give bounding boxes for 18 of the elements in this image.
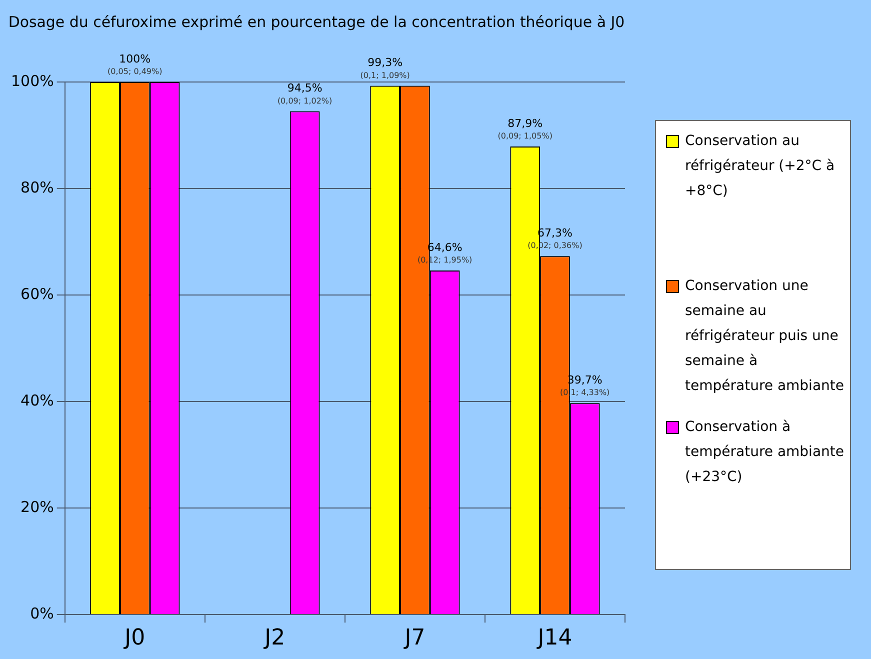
- legend-label: Conservation au réfrigérateur (+2°C à +8°C): [685, 132, 836, 201]
- y-tick-label: 20%: [20, 498, 54, 516]
- legend-label: Conservation à température ambiante (+23°C): [685, 418, 845, 487]
- y-tick-label: 60%: [20, 284, 54, 303]
- data-label: 87,9% (0,09; 1,05%): [498, 116, 552, 141]
- y-tick-label: 40%: [20, 391, 54, 410]
- x-tick-label: J7: [402, 626, 426, 651]
- chart-title: Dosage du céfuroxime exprimé en pourcentage de la concentration théorique à J0: [8, 12, 625, 31]
- data-label: 94,5% (0,09; 1,02%): [277, 82, 332, 106]
- legend-label: Conservation une semaine au réfrigérateur puis une semaine à température ambiante: [685, 277, 845, 396]
- y-tick-label: 0%: [30, 604, 54, 622]
- x-tick-label: J14: [536, 626, 572, 651]
- y-tick-label: 100%: [10, 72, 54, 90]
- x-tick-label: J2: [262, 626, 286, 651]
- data-label: 99,3% (0,1; 1,09%): [360, 56, 410, 80]
- y-tick-label: 80%: [20, 178, 54, 196]
- x-tick-label: J0: [122, 626, 146, 651]
- data-label: 100% (0,05; 0,49%): [108, 52, 162, 76]
